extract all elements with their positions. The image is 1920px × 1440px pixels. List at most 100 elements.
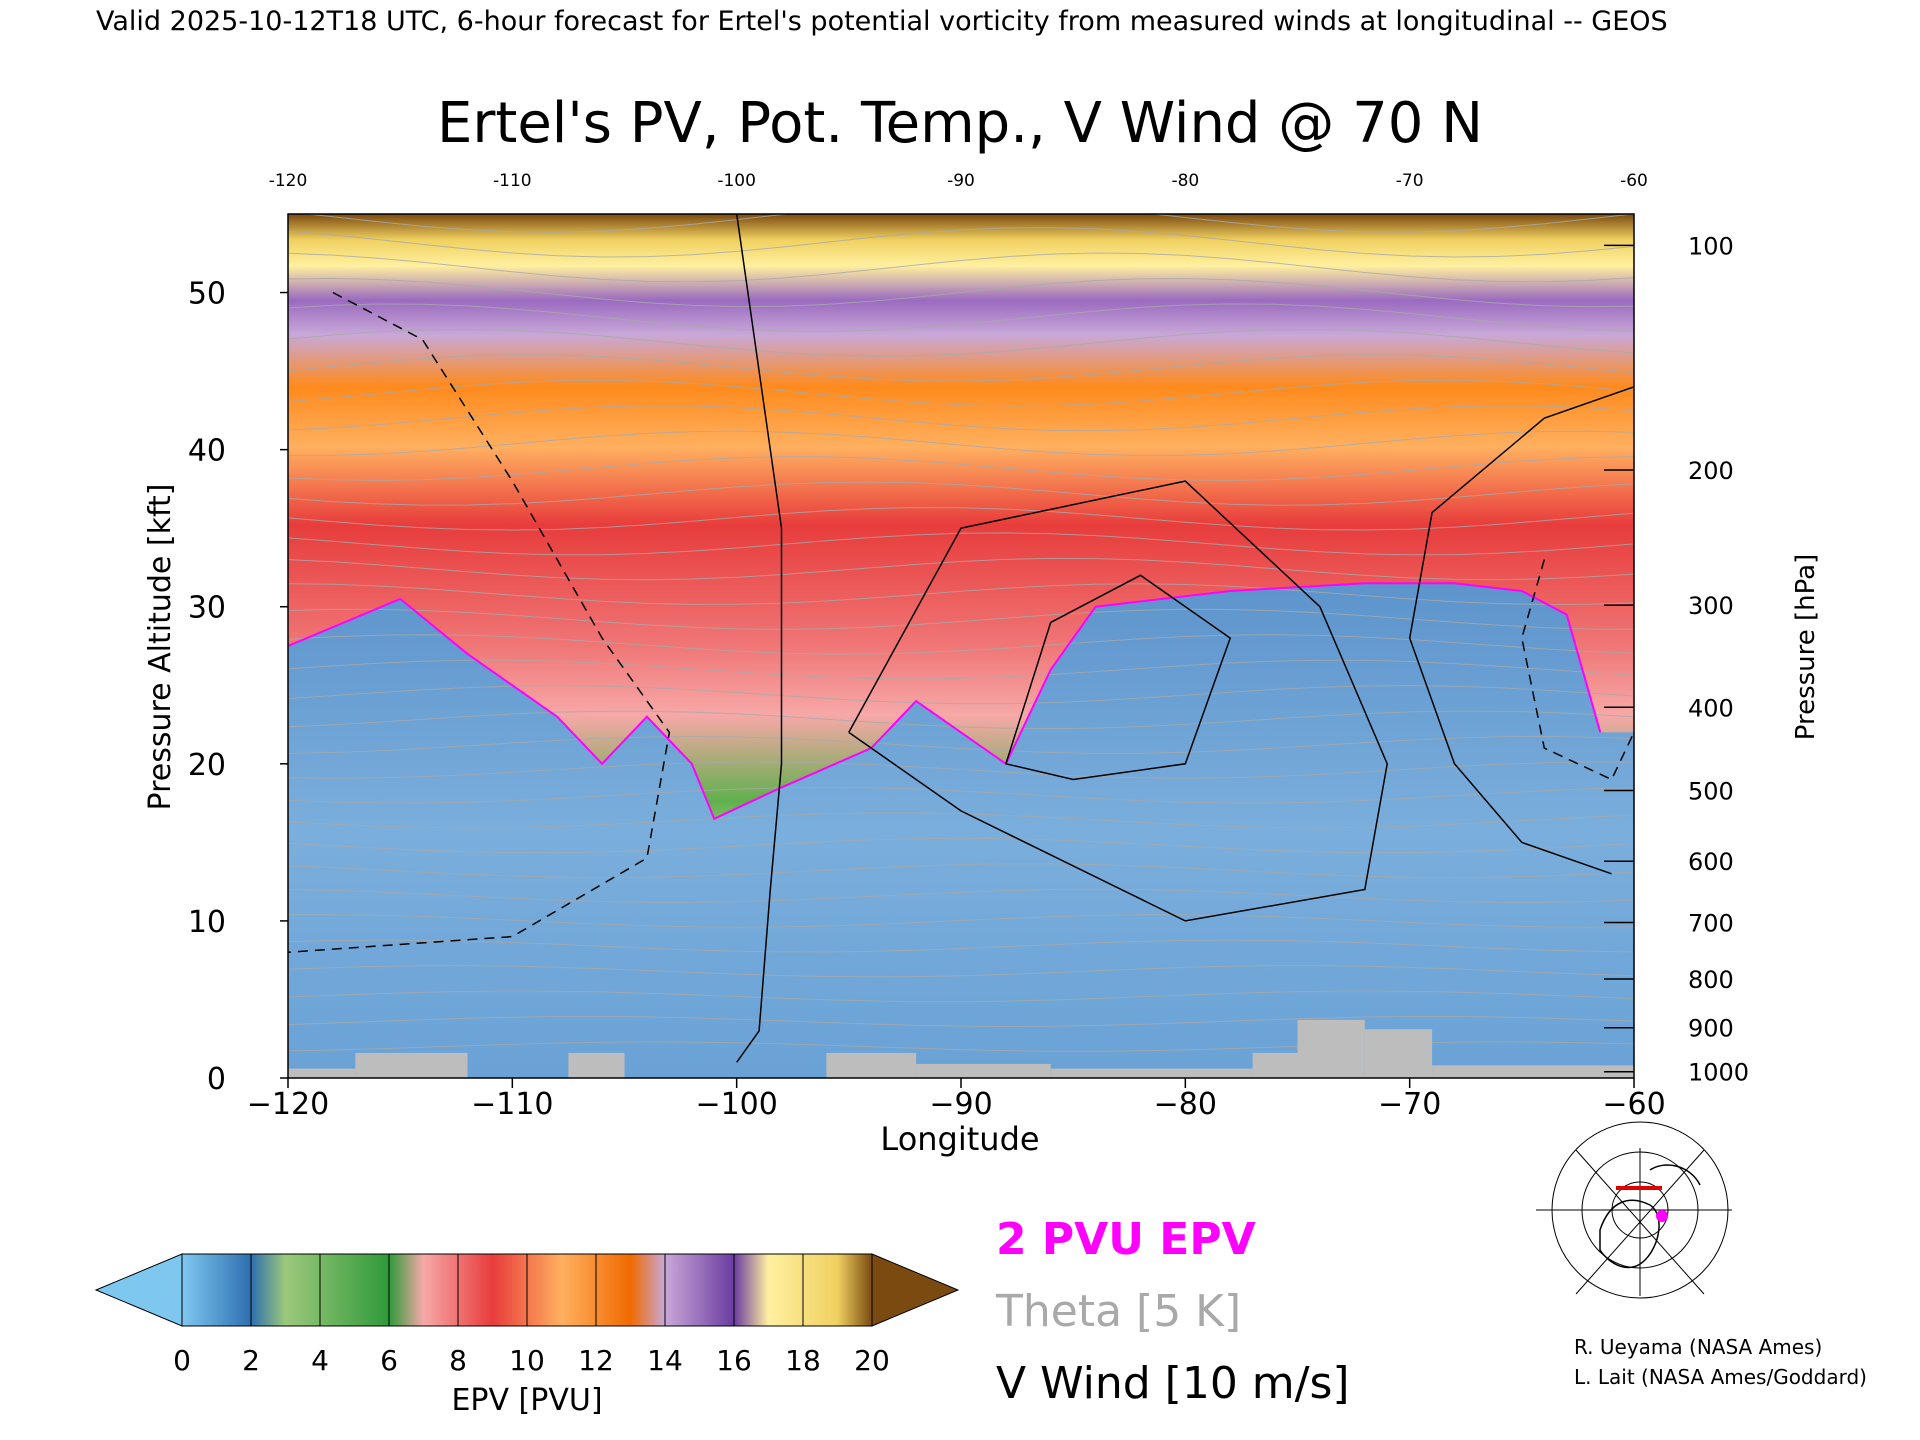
- colorbar-under-arrow: [94, 1253, 183, 1327]
- legend-pv: 2 PVU EPV: [996, 1214, 1256, 1265]
- theta-isentrope: [288, 532, 1634, 556]
- terrain-block: [288, 1068, 356, 1078]
- colorbar: 0 2 4 6 8 10 12 14 16 18 20 EPV [PVU]: [94, 1253, 960, 1418]
- theta-isentrope: [288, 583, 1634, 606]
- theta-isentrope: [288, 863, 1634, 879]
- theta-isentrope: [288, 965, 1634, 978]
- x-tick-label: −110: [471, 1087, 553, 1122]
- y-axis-left: 0 10 20 30 40 50: [188, 277, 288, 1097]
- colorbar-tick-label: 8: [449, 1344, 467, 1377]
- y-tick-label: 20: [188, 748, 226, 783]
- location-dot: [1656, 1210, 1668, 1222]
- colorbar-tick-label: 6: [380, 1344, 398, 1377]
- colorbar-tick-label: 16: [716, 1344, 752, 1377]
- pressure-tick-label: 800: [1688, 966, 1734, 994]
- vwind-contour: [1408, 386, 1634, 875]
- theta-isentrope: [288, 761, 1634, 779]
- theta-isentrope: [288, 456, 1634, 481]
- pressure-tick-label: 900: [1688, 1015, 1734, 1043]
- terrain-block: [1364, 1029, 1433, 1078]
- plot-area: [288, 214, 1634, 1078]
- theta-isentrope: [288, 252, 1634, 283]
- theta-isentrope: [288, 405, 1634, 432]
- terrain-block: [355, 1052, 468, 1078]
- credit-line-1: R. Ueyama (NASA Ames): [1574, 1335, 1822, 1359]
- pressure-tick-label: 200: [1688, 457, 1734, 485]
- theta-isentrope: [288, 557, 1634, 581]
- theta-isentrope: [288, 227, 1634, 258]
- vwind-contour: [848, 480, 1388, 922]
- legend-theta: Theta [5 K]: [995, 1286, 1241, 1337]
- theta-isentrope: [288, 277, 1634, 308]
- y-axis-left-label: Pressure Altitude [kft]: [143, 484, 178, 811]
- x-tick-label: −120: [247, 1087, 329, 1122]
- legend-vwind: V Wind [10 m/s]: [996, 1358, 1350, 1409]
- colorbar-label: EPV [PVU]: [451, 1383, 602, 1418]
- colorbar-tick-label: 2: [242, 1344, 260, 1377]
- colorbar-tick-label: 14: [647, 1344, 683, 1377]
- terrain-block: [568, 1052, 625, 1078]
- troposphere-fill: [288, 583, 1634, 1078]
- pressure-tick-label: 700: [1688, 909, 1734, 937]
- pressure-tick-label: 400: [1688, 694, 1734, 722]
- y-tick-label: 40: [188, 434, 226, 469]
- x-tick-label: −80: [1154, 1087, 1217, 1122]
- colorbar-tick-label: 0: [173, 1344, 191, 1377]
- colorbar-tick-label: 20: [854, 1344, 890, 1377]
- theta-isentrope: [288, 430, 1634, 457]
- vwind-contour: [1005, 574, 1232, 781]
- vwind-contour: [288, 291, 671, 954]
- x-top-tick-label: -100: [717, 171, 756, 191]
- colorbar-tick-label: 10: [509, 1344, 545, 1377]
- theta-isentrope: [288, 354, 1634, 382]
- terrain-block: [1297, 1019, 1365, 1078]
- theta-isentrope: [288, 659, 1634, 680]
- y-tick-label: 30: [188, 591, 226, 626]
- terrain-block: [1252, 1052, 1298, 1078]
- y-tick-label: 10: [188, 905, 226, 940]
- theta-isentrope: [288, 837, 1634, 854]
- x-top-tick-label: -90: [947, 171, 975, 191]
- vwind-contours: [288, 214, 1634, 1063]
- theta-isentrope: [288, 506, 1634, 531]
- chart-title: Ertel's PV, Pot. Temp., V Wind @ 70 N: [437, 91, 1483, 156]
- colorbar-ticks: 0 2 4 6 8 10 12 14 16 18 20: [173, 1254, 890, 1377]
- x-tick-label: −70: [1378, 1087, 1441, 1122]
- x-tick-label: −60: [1602, 1087, 1665, 1122]
- x-top-tick-label: -80: [1171, 171, 1199, 191]
- pressure-tick-label: 300: [1688, 592, 1734, 620]
- terrain-block: [1050, 1068, 1253, 1078]
- x-top-tick-label: -60: [1620, 171, 1648, 191]
- colorbar-tick-label: 12: [578, 1344, 614, 1377]
- x-tick-label: −90: [929, 1087, 992, 1122]
- y-tick-label: 0: [207, 1062, 226, 1097]
- colorbar-tick-label: 4: [311, 1344, 329, 1377]
- x-axis-label: Longitude: [880, 1120, 1039, 1158]
- theta-isentrope: [288, 888, 1634, 903]
- x-axis-top: -120 -110 -100 -90 -80 -70 -60: [269, 171, 1648, 191]
- y-tick-label: 50: [188, 277, 226, 312]
- theta-isentrope: [288, 990, 1634, 1003]
- vwind-contour: [1521, 559, 1634, 781]
- x-axis-bottom: −120 −110 −100 −90 −80 −70 −60: [247, 1078, 1666, 1122]
- credit-line-2: L. Lait (NASA Ames/Goddard): [1574, 1365, 1867, 1389]
- theta-isentrope: [288, 812, 1634, 829]
- x-top-tick-label: -110: [493, 171, 532, 191]
- terrain-block: [916, 1063, 1051, 1078]
- terrain-block: [1432, 1065, 1634, 1078]
- theta-isentrope: [288, 914, 1634, 928]
- theta-isentrope: [288, 786, 1634, 804]
- theta-isentrope: [288, 735, 1634, 754]
- colorbar-over-arrow: [871, 1253, 960, 1327]
- theta-isentrope: [288, 1016, 1634, 1028]
- vwind-contour: [735, 214, 783, 1063]
- y-axis-right: 100 200 300 400 500 600 700 800 900 1000: [1604, 232, 1749, 1087]
- pressure-tick-label: 1000: [1688, 1059, 1749, 1087]
- terrain: [288, 1019, 1634, 1078]
- x-top-tick-label: -70: [1396, 171, 1424, 191]
- theta-isentrope: [288, 303, 1634, 333]
- y-axis-right-label: Pressure [hPa]: [1791, 554, 1821, 741]
- theta-isentrope: [288, 939, 1634, 953]
- pressure-tick-label: 100: [1688, 232, 1734, 260]
